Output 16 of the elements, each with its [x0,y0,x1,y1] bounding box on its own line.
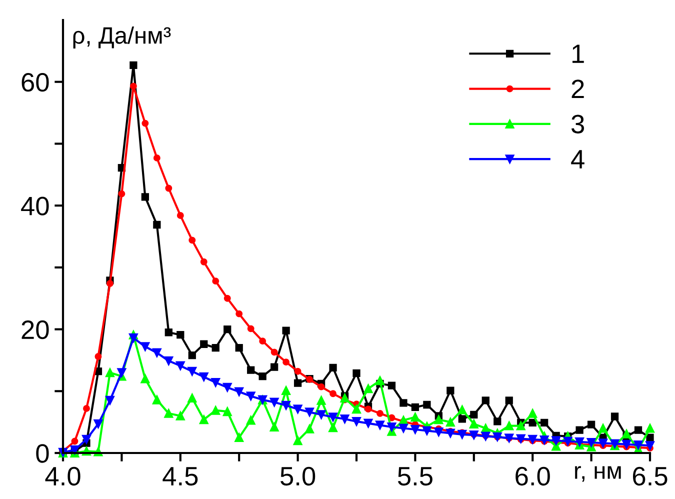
x-axis-title: r, нм [575,466,621,482]
legend-label: 3 [571,114,584,134]
x-tick-label: 6.5 [633,466,668,486]
legend-label: 4 [571,150,584,168]
legend-label: 2 [572,80,584,98]
x-tick-label: 6.0 [516,466,550,486]
x-tick-label: 4.0 [45,466,80,486]
x-tick-label: 5.5 [398,467,432,486]
x-tick-label: 5.0 [280,466,316,486]
y-tick-label: 60 [22,72,49,92]
legend-label: 1 [572,44,584,63]
x-tick-label: 4.5 [162,467,198,486]
y-tick-label: 40 [21,196,49,216]
y-tick-label: 20 [22,320,49,340]
y-tick-label: 0 [36,444,49,463]
y-axis-title: ρ, Да/нм³ [73,26,171,49]
